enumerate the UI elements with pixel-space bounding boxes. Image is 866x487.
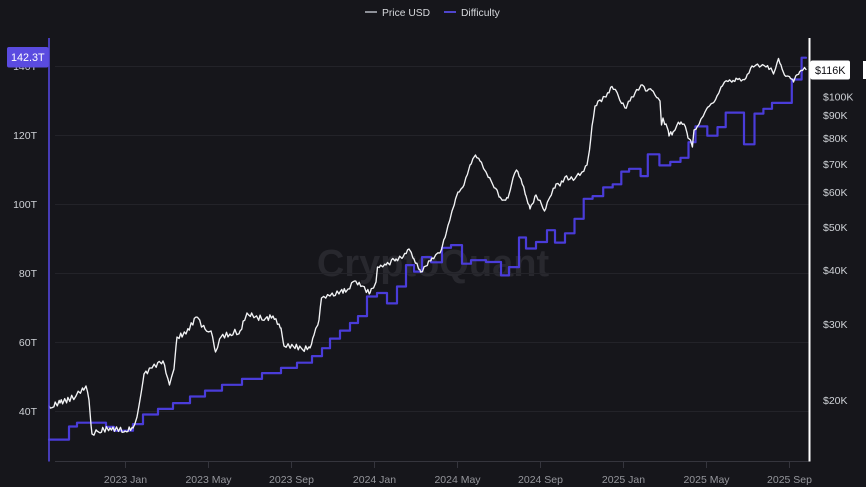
svg-text:2024 May: 2024 May <box>434 474 481 486</box>
svg-text:2024 Sep: 2024 Sep <box>518 474 563 486</box>
svg-text:CryptoQuant: CryptoQuant <box>317 243 550 285</box>
svg-text:2023 Sep: 2023 Sep <box>269 474 314 486</box>
svg-text:$80K: $80K <box>823 133 848 145</box>
svg-text:$90K: $90K <box>823 110 848 122</box>
svg-text:$40K: $40K <box>823 265 848 277</box>
svg-text:$20K: $20K <box>823 395 848 407</box>
svg-text:Price USD: Price USD <box>382 8 430 19</box>
svg-text:2023 Jan: 2023 Jan <box>104 474 147 486</box>
svg-text:$60K: $60K <box>823 187 848 199</box>
svg-text:$100K: $100K <box>823 92 853 104</box>
svg-text:142.3T: 142.3T <box>11 52 45 64</box>
svg-text:$30K: $30K <box>823 319 848 331</box>
svg-text:2025 May: 2025 May <box>683 474 730 486</box>
svg-text:2024 Jan: 2024 Jan <box>353 474 396 486</box>
svg-text:120T: 120T <box>13 130 38 142</box>
svg-text:$70K: $70K <box>823 159 848 171</box>
svg-text:80T: 80T <box>19 268 38 280</box>
svg-text:$116K: $116K <box>815 65 846 77</box>
svg-text:100T: 100T <box>13 199 38 211</box>
svg-text:2023 May: 2023 May <box>185 474 232 486</box>
svg-text:40T: 40T <box>19 406 38 418</box>
svg-text:2025 Sep: 2025 Sep <box>767 474 812 486</box>
svg-text:$50K: $50K <box>823 222 848 234</box>
svg-text:2025 Jan: 2025 Jan <box>602 474 645 486</box>
svg-text:Difficulty: Difficulty <box>461 8 501 19</box>
svg-text:60T: 60T <box>19 337 38 349</box>
